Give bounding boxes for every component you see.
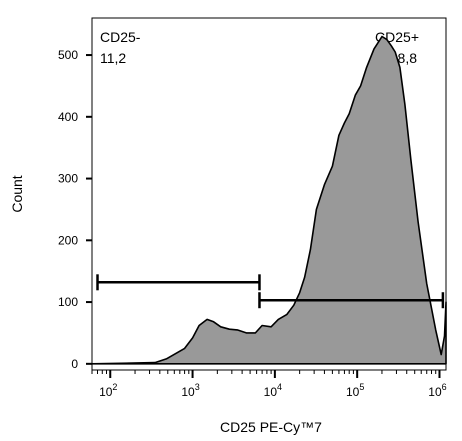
plot-frame <box>91 17 447 371</box>
x-tick-label-3: 105 <box>346 382 364 399</box>
x-tick-label-1: 103 <box>181 382 199 399</box>
gate-cd25-neg-name: CD25- <box>100 29 141 45</box>
y-axis: 0 100 200 300 400 500 <box>58 48 92 371</box>
x-axis: 102 103 104 105 106 <box>91 370 447 399</box>
y-axis-title: Count <box>9 175 25 212</box>
x-tick-label-2: 104 <box>264 382 282 399</box>
y-tick-label-5: 500 <box>58 48 78 62</box>
histogram-series-0 <box>91 35 447 365</box>
y-tick-label-0: 0 <box>71 357 78 371</box>
x-axis-title: CD25 PE-Cy™7 <box>220 419 322 435</box>
gate-layer <box>96 274 445 309</box>
gate-cd25-neg-percent: 11,2 <box>100 50 126 66</box>
y-tick-label-4: 400 <box>58 110 78 124</box>
y-tick-label-2: 200 <box>58 233 78 247</box>
histogram-area-layer <box>91 35 447 365</box>
x-tick-label-0: 102 <box>99 382 117 399</box>
x-tick-label-4: 106 <box>428 382 446 399</box>
y-tick-label-3: 300 <box>58 172 78 186</box>
y-tick-label-1: 100 <box>58 295 78 309</box>
